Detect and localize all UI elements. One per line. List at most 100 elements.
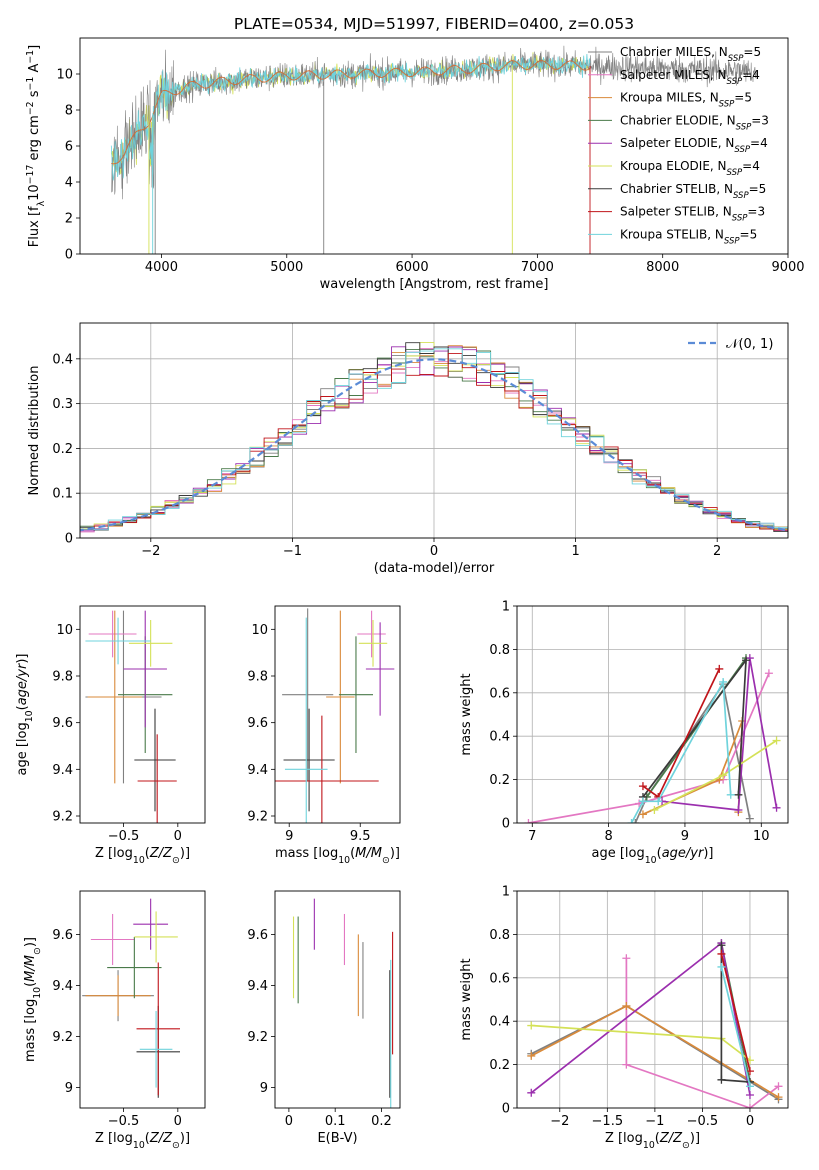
weight-series: [661, 657, 778, 811]
spectrum-line: [110, 53, 591, 181]
x-axis-label: mass [log10(M/M⊙)]: [275, 846, 400, 866]
y-tick-label: 0.3: [52, 397, 73, 412]
y-tick-label: 9.6: [52, 928, 73, 943]
y-tick-label: 0.8: [489, 643, 510, 658]
axes-frame: [79, 890, 206, 1109]
x-axis-label: age [log10(age/yr)]: [591, 846, 713, 866]
x-tick-label: 6000: [396, 260, 429, 275]
x-tick-label: 0.2: [371, 1114, 392, 1129]
y-tick-label: 0.2: [52, 442, 73, 457]
x-tick-label: −2: [550, 1114, 569, 1129]
y-tick-label: 9.4: [52, 979, 73, 994]
x-tick-label: −1: [645, 1114, 664, 1129]
weight-series: [720, 953, 751, 1072]
x-tick-label: 2: [713, 544, 721, 559]
y-tick-label: 9.2: [52, 1030, 73, 1045]
y-tick-label: 0: [502, 1102, 510, 1117]
weight-marker: [524, 819, 533, 823]
y-tick-label: 1: [502, 885, 510, 900]
axes-frame: [274, 605, 401, 824]
legend-label: Chabrier ELODIE, NSSP=3: [620, 113, 769, 132]
y-tick-label: 0.2: [489, 773, 510, 788]
weight-marker: [734, 805, 743, 814]
weight-marker: [527, 1021, 536, 1030]
x-tick-label: 8: [604, 829, 612, 844]
plot-area: [275, 608, 395, 823]
axes-frame: [274, 890, 401, 1109]
model-line: [111, 60, 591, 165]
weight-marker: [654, 797, 663, 806]
legend-label: 𝒩(0, 1): [726, 337, 773, 352]
y-tick-label: 9.2: [247, 1030, 268, 1045]
weight-series: [720, 966, 751, 1087]
y-axis-label: mass weight: [459, 958, 474, 1040]
weight-marker: [650, 805, 659, 814]
axes-frame: [516, 890, 789, 1109]
x-tick-label: −1: [283, 544, 302, 559]
y-tick-label: 9.4: [247, 763, 268, 778]
x-tick-label: 9.5: [350, 829, 371, 844]
weight-marker: [745, 1067, 754, 1076]
legend-label: Kroupa ELODIE, NSSP=4: [620, 159, 760, 178]
x-tick-label: −2: [141, 544, 160, 559]
spectrum-line: [110, 52, 591, 175]
chart-residuals: −2 −1 0 1 2 0 0.1 0.2 0.3 0.4 (data-model)/error No…: [27, 322, 789, 576]
y-tick-label: 0: [65, 532, 73, 547]
x-tick-label: 4000: [145, 260, 178, 275]
spectrum-legend: Chabrier MILES, NSSP=5 Salpeter MILES, NS…: [588, 45, 769, 246]
axes-frame: [516, 605, 789, 824]
y-tick-label: 6: [65, 140, 73, 155]
y-tick-label: 9.4: [52, 763, 73, 778]
y-tick-label: 0.1: [52, 487, 73, 502]
weight-series: [642, 657, 748, 798]
chart-age-vs-Z: −0.5 0 9.2 9.4 9.6 9.8 10 Z [log10(Z/Z⊙)] age [l…: [15, 605, 206, 866]
chart-mass-weight-vs-age: 7 8 9 10 0 0.2 0.4 0.6 0.8 1 age [log10(age/yr)] ma…: [459, 600, 789, 866]
weight-marker: [638, 810, 647, 819]
y-tick-label: 9: [65, 1081, 73, 1096]
y-axis-label: Normed distribution: [27, 366, 42, 496]
weight-marker: [622, 1060, 631, 1069]
weight-marker: [772, 736, 781, 745]
legend-label: Chabrier STELIB, NSSP=5: [620, 182, 766, 201]
y-axis-label: age [log10(age/yr)]: [15, 653, 35, 775]
x-tick-label: 7: [528, 829, 536, 844]
y-tick-label: 10: [251, 623, 268, 638]
x-tick-label: 7000: [521, 260, 554, 275]
y-tick-label: 4: [65, 176, 73, 191]
x-axis-label: Z [log10(Z/Z⊙)]: [605, 1131, 700, 1151]
weight-marker: [719, 677, 728, 686]
weight-series: [528, 672, 770, 823]
weight-marker: [745, 1090, 754, 1099]
x-tick-label: −1.5: [592, 1114, 624, 1129]
chart-mass-weight-vs-Z: −2 −1.5 −1 −0.5 0 0 0.2 0.4 0.6 0.8 1 Z [log10(Z/Z⊙…: [459, 885, 789, 1151]
weight-marker: [734, 790, 743, 799]
y-tick-label: 9.2: [247, 810, 268, 825]
x-tick-label: 9: [681, 829, 689, 844]
weight-marker: [527, 1088, 536, 1097]
y-tick-label: 0.2: [489, 1058, 510, 1073]
y-axis-label: Flux [fλ10−17 erg cm−2 s−1 A−1]: [25, 45, 47, 247]
x-tick-label: 9000: [771, 260, 804, 275]
axes-frame: [79, 605, 206, 824]
y-tick-label: 9.6: [247, 928, 268, 943]
y-tick-label: 9.2: [52, 810, 73, 825]
y-tick-label: 0.4: [489, 730, 510, 745]
y-tick-label: 0.8: [489, 928, 510, 943]
weight-marker: [742, 656, 751, 665]
y-tick-label: 9: [260, 1081, 268, 1096]
x-tick-label: 0: [285, 1114, 293, 1129]
weight-marker: [745, 814, 754, 823]
x-tick-label: 0: [174, 829, 182, 844]
y-tick-label: 0: [65, 248, 73, 263]
weight-marker: [717, 949, 726, 958]
legend-label: Kroupa MILES, NSSP=5: [620, 91, 752, 110]
legend-label: Kroupa STELIB, NSSP=5: [620, 227, 757, 246]
y-axis-label: mass weight: [459, 673, 474, 755]
plot-area: [527, 939, 783, 1108]
weight-marker: [717, 962, 726, 971]
x-axis-label: Z [log10(Z/Z⊙)]: [95, 846, 190, 866]
chart-age-vs-mass: 9 9.5 9.2 9.4 9.6 9.8 10 mass [log10(M/M⊙)]: [247, 605, 401, 866]
weight-marker: [715, 664, 724, 673]
y-tick-label: 9.8: [52, 670, 73, 685]
chart-mass-vs-Z: −0.5 0 9 9.2 9.4 9.6 Z [log10(Z/Z⊙)] mass [log1…: [23, 890, 206, 1151]
